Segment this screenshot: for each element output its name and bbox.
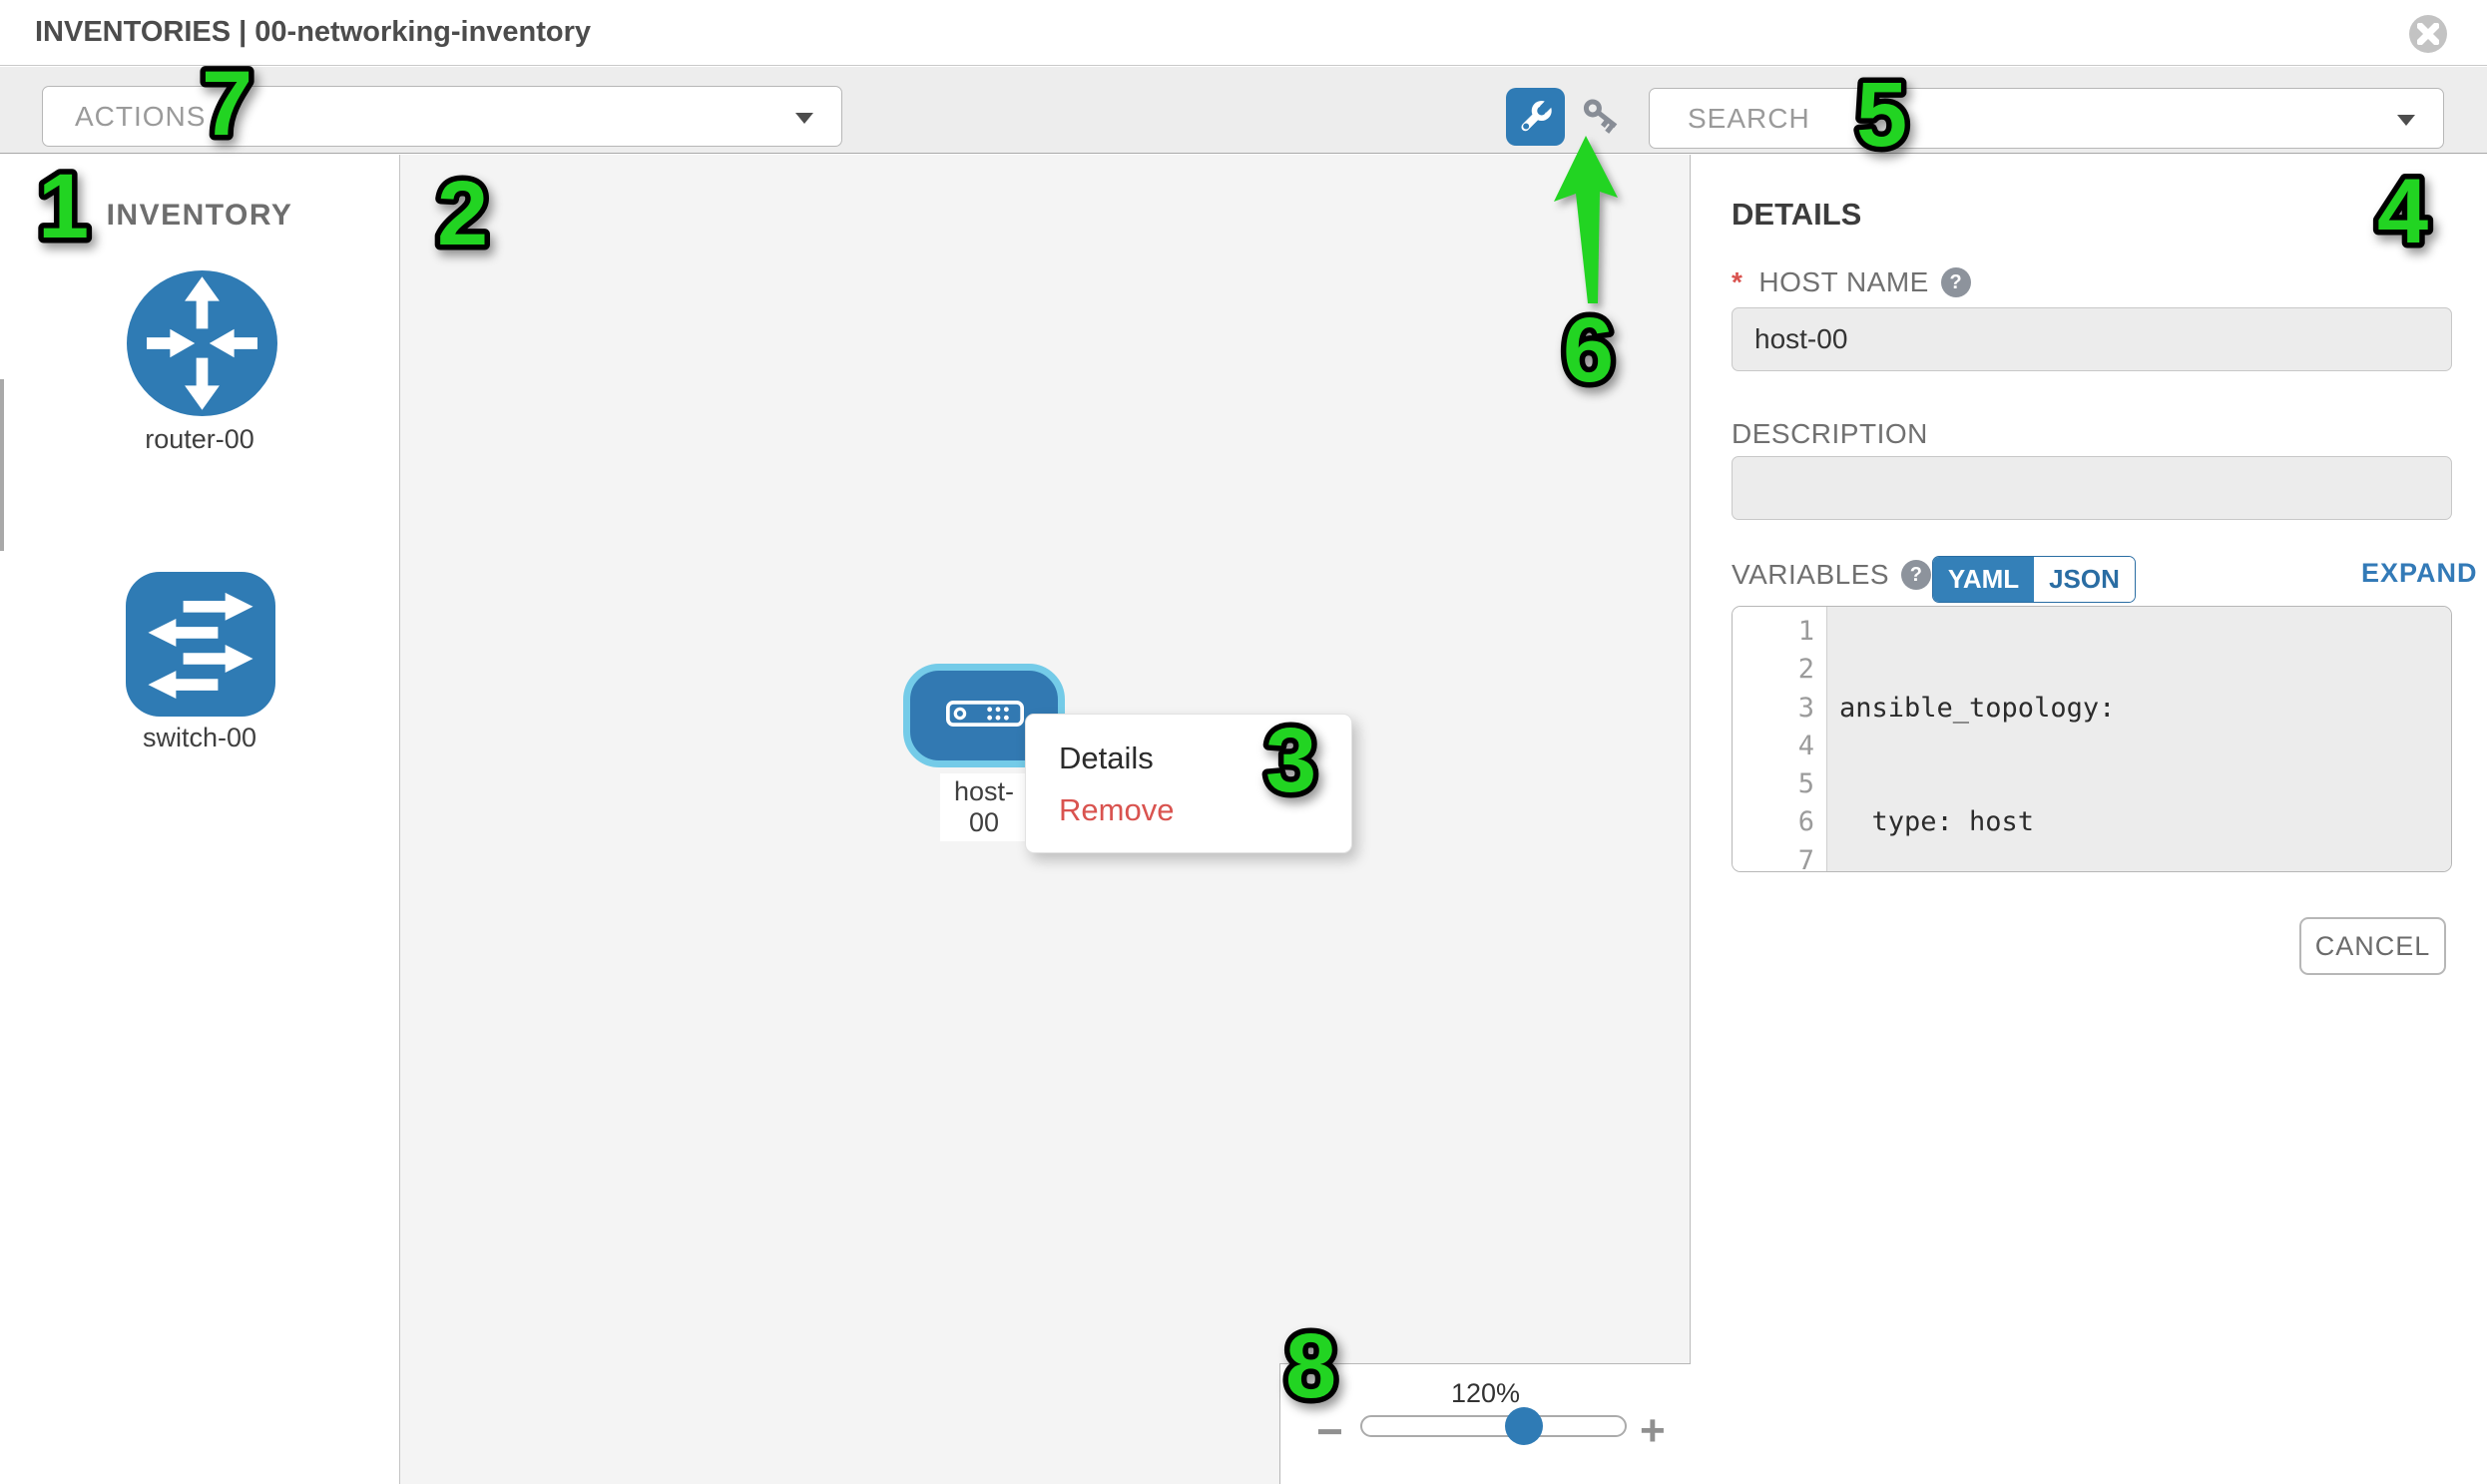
description-label: DESCRIPTION bbox=[1732, 418, 1928, 450]
zoom-in-button[interactable]: + bbox=[1640, 1406, 1666, 1455]
context-menu-item-details[interactable]: Details bbox=[1059, 741, 1154, 775]
details-panel: DETAILS * HOST NAME ? DESCRIPTION VARIAB… bbox=[1691, 155, 2487, 1484]
editor-line-numbers: 1 2 3 4 5 6 7 bbox=[1733, 607, 1827, 871]
context-menu-item-remove[interactable]: Remove bbox=[1059, 792, 1175, 827]
zoom-slider-thumb[interactable] bbox=[1505, 1407, 1543, 1445]
search-dropdown[interactable]: SEARCH bbox=[1649, 88, 2444, 149]
router-icon bbox=[147, 276, 257, 410]
sidebar-item-label: switch-00 bbox=[142, 723, 257, 752]
variables-label: VARIABLES ? bbox=[1732, 559, 1932, 591]
host-node-label: host-00 bbox=[940, 773, 1028, 841]
x-glyph bbox=[2417, 23, 2439, 45]
host-name-label: * HOST NAME ? bbox=[1732, 266, 1971, 298]
sidebar-scrollbar[interactable] bbox=[0, 379, 4, 551]
actions-dropdown-label: ACTIONS bbox=[75, 100, 207, 132]
help-icon[interactable]: ? bbox=[1940, 267, 1971, 297]
topology-canvas[interactable]: host-00 Details Remove 120% − + bbox=[400, 155, 1692, 1484]
switch-icon bbox=[148, 592, 253, 700]
zoom-control-panel: 120% − + bbox=[1279, 1363, 1692, 1484]
sidebar-item-router[interactable] bbox=[127, 270, 277, 416]
variables-format-toggle: YAML JSON bbox=[1932, 556, 2136, 603]
line-number: 1 bbox=[1797, 616, 1814, 647]
zoom-out-button[interactable]: − bbox=[1316, 1405, 1343, 1457]
line-number: 3 bbox=[1797, 692, 1814, 724]
host-name-label-text: HOST NAME bbox=[1758, 266, 1929, 297]
variables-code-editor: 1 2 3 4 5 6 7 ansible_topology: type: ho… bbox=[1732, 606, 2452, 872]
sidebar-item-switch[interactable] bbox=[126, 572, 275, 717]
inventory-sidebar: INVENTORY router-00 bbox=[0, 155, 400, 1484]
context-menu: Details Remove bbox=[1025, 714, 1352, 853]
title-bar: INVENTORIES | 00-networking-inventory bbox=[0, 0, 2487, 66]
zoom-level-value: 120% bbox=[1450, 1378, 1521, 1408]
toolbar: ACTIONS bbox=[0, 67, 2487, 154]
chevron-down-icon bbox=[795, 113, 813, 124]
code-line: ansible_topology: bbox=[1839, 692, 2116, 724]
chevron-down-icon bbox=[2397, 115, 2415, 126]
close-icon[interactable] bbox=[2409, 15, 2447, 53]
editor-code-area[interactable]: ansible_topology: type: host name: host-… bbox=[1827, 607, 2451, 871]
sidebar-item-label: router-00 bbox=[145, 424, 254, 454]
host-icon bbox=[946, 701, 1024, 727]
key-icon[interactable] bbox=[1582, 98, 1626, 140]
zoom-slider-track[interactable] bbox=[1360, 1407, 1627, 1445]
required-marker: * bbox=[1732, 266, 1743, 297]
toolbar-tools-button[interactable] bbox=[1506, 88, 1565, 146]
expand-link[interactable]: EXPAND bbox=[2361, 558, 2478, 588]
help-icon[interactable]: ? bbox=[1901, 560, 1932, 590]
line-number: 7 bbox=[1797, 844, 1814, 872]
line-number: 5 bbox=[1797, 768, 1814, 800]
line-number: 6 bbox=[1797, 806, 1814, 838]
code-line: type: host bbox=[1839, 806, 2035, 838]
host-name-field[interactable] bbox=[1732, 307, 2452, 371]
variables-label-text: VARIABLES bbox=[1732, 559, 1890, 590]
search-dropdown-label: SEARCH bbox=[1688, 102, 1810, 134]
description-field[interactable] bbox=[1732, 456, 2452, 520]
cancel-button[interactable]: CANCEL bbox=[2299, 917, 2446, 975]
line-number: 2 bbox=[1797, 654, 1814, 686]
sidebar-title: INVENTORY bbox=[106, 199, 293, 232]
details-panel-title: DETAILS bbox=[1732, 197, 1862, 232]
actions-dropdown[interactable]: ACTIONS bbox=[42, 86, 842, 147]
description-label-text: DESCRIPTION bbox=[1732, 418, 1928, 449]
format-option-json[interactable]: JSON bbox=[2034, 557, 2135, 602]
format-option-yaml[interactable]: YAML bbox=[1933, 557, 2034, 602]
page-title: INVENTORIES | 00-networking-inventory bbox=[35, 16, 592, 48]
line-number: 4 bbox=[1797, 730, 1814, 761]
wrench-icon bbox=[1521, 97, 1555, 132]
